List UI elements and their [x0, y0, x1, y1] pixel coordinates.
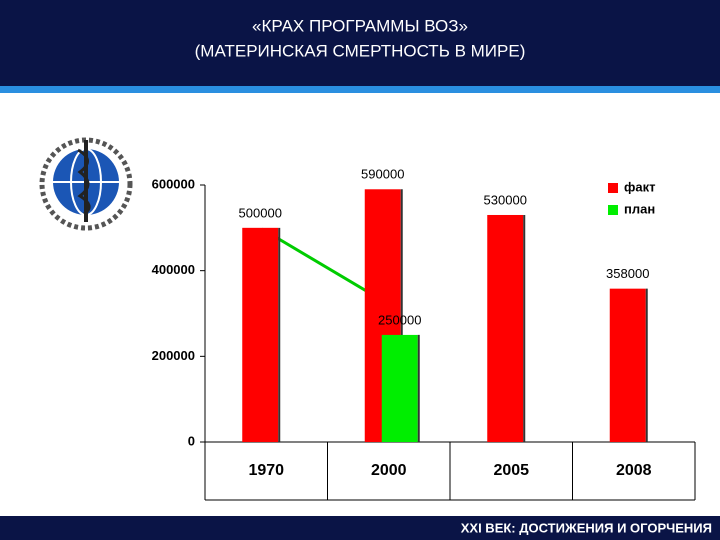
y-tick-label: 600000 — [152, 176, 195, 191]
y-tick-label: 0 — [188, 433, 195, 448]
legend-label: факт — [624, 179, 655, 194]
header-stripe — [0, 86, 720, 93]
value-label: 590000 — [361, 167, 404, 182]
value-label: 250000 — [378, 312, 421, 327]
title-line: (МАТЕРИНСКАЯ СМЕРТНОСТЬ В МИРЕ) — [195, 41, 526, 60]
bar — [381, 334, 418, 442]
y-tick-label: 400000 — [152, 262, 195, 277]
title-line: «КРАХ ПРОГРАММЫ ВОЗ» — [252, 16, 468, 35]
bar — [242, 227, 279, 442]
x-tick-label: 2000 — [371, 462, 407, 479]
bar — [609, 288, 646, 442]
header-band — [0, 0, 720, 86]
value-label: 358000 — [606, 266, 649, 281]
x-tick-label: 1970 — [248, 462, 284, 479]
y-tick-label: 200000 — [152, 348, 195, 363]
x-tick-label: 2005 — [493, 462, 529, 479]
bar — [487, 214, 524, 442]
x-tick-label: 2008 — [616, 462, 652, 479]
footer-text: XXI ВЕК: ДОСТИЖЕНИЯ И ОГОРЧЕНИЯ — [461, 520, 712, 535]
legend-swatch — [608, 205, 618, 215]
value-label: 530000 — [484, 192, 527, 207]
footer-band — [0, 516, 720, 540]
legend-swatch — [608, 183, 618, 193]
legend-label: план — [624, 201, 655, 216]
who-logo — [39, 137, 133, 231]
value-label: 500000 — [239, 205, 282, 220]
